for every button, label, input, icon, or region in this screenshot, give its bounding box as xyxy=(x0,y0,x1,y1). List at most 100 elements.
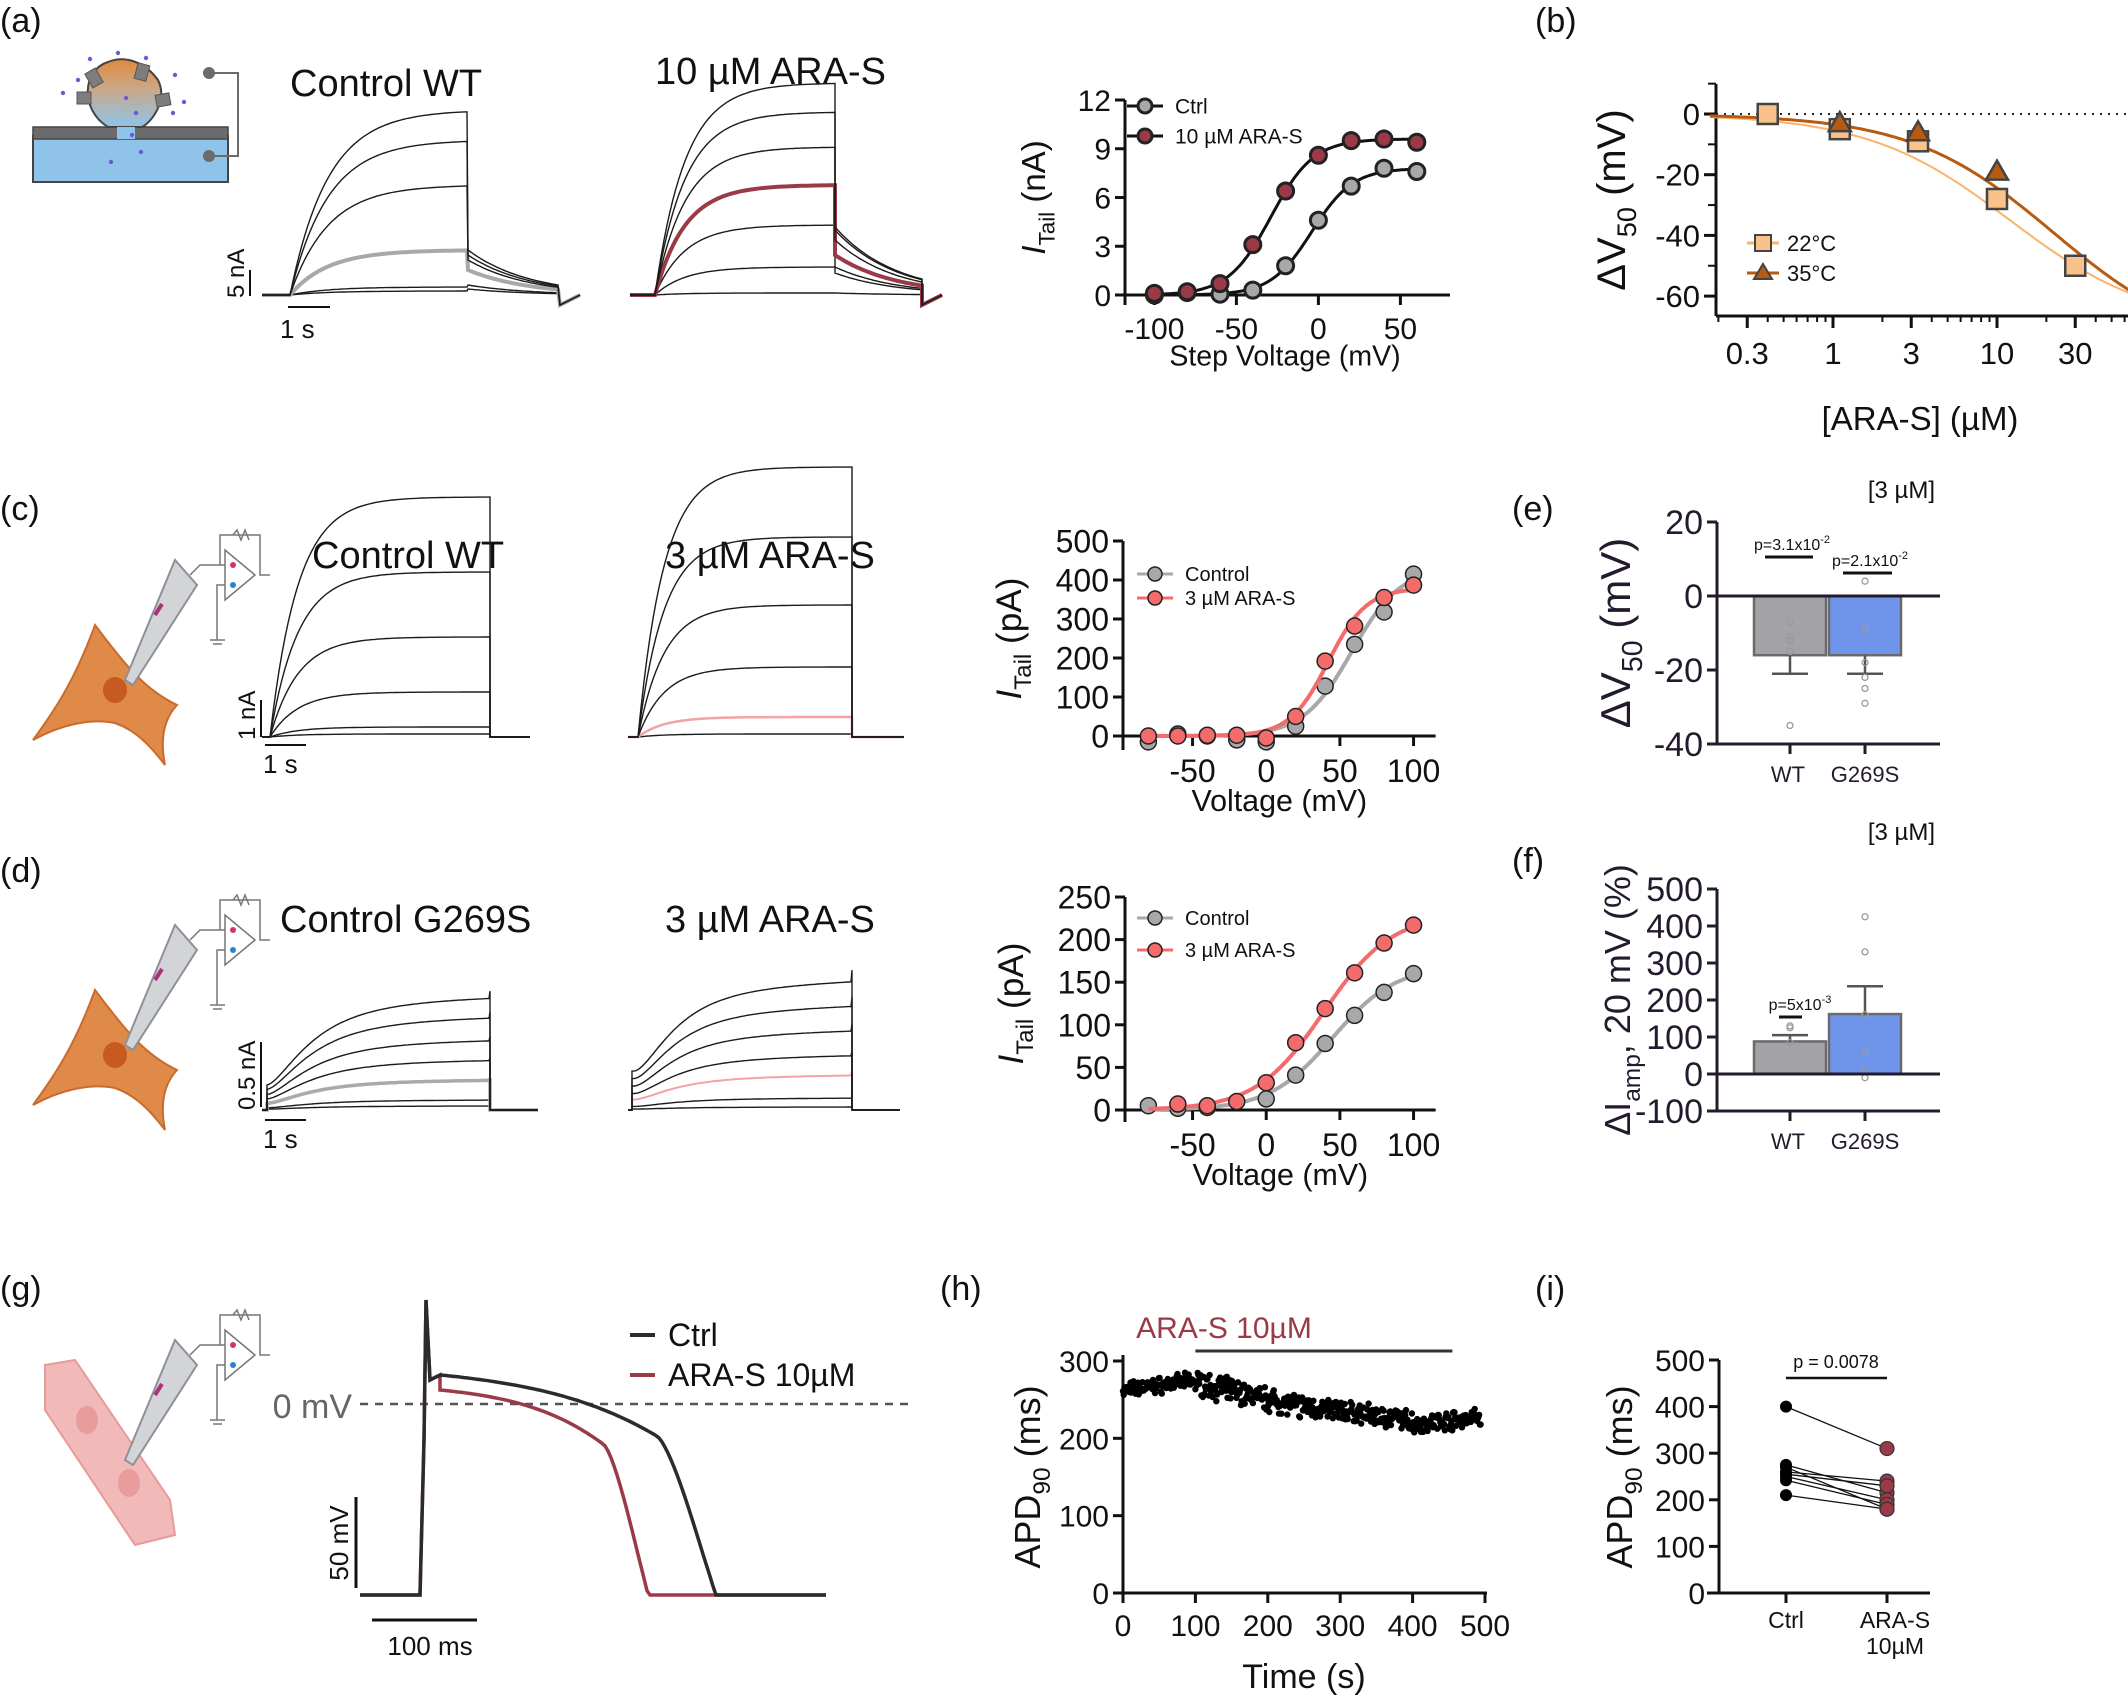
apd-data-point xyxy=(1196,1380,1203,1387)
x-tick-label: WT xyxy=(1771,762,1805,787)
x-tick-label: 30 xyxy=(2058,336,2092,371)
feedback-resistor-icon xyxy=(219,1314,270,1356)
x-tick-label: 10µM xyxy=(1866,1633,1924,1659)
x-tick-label: 0 xyxy=(1310,313,1327,346)
y-axis-label-sub: amp xyxy=(1619,1054,1646,1102)
apd-data-point xyxy=(1358,1420,1365,1427)
current-trace xyxy=(628,1023,900,1111)
y-tick-label: 9 xyxy=(1094,134,1111,167)
individual-point xyxy=(1861,913,1869,921)
x-tick-label: Ctrl xyxy=(1768,1607,1804,1633)
wire xyxy=(189,929,225,941)
data-point xyxy=(1257,1073,1275,1092)
panel-label-g: (g) xyxy=(0,1270,42,1308)
h-apd-timecourse-chart: 0 100 200 300 0 100 200 300 400 500 Time (s) APD90 … xyxy=(1007,1312,1510,1696)
current-trace xyxy=(630,266,943,307)
apd-data-point xyxy=(1120,1391,1127,1399)
data-point-square xyxy=(2063,254,2087,277)
apd-data-point xyxy=(1216,1374,1224,1381)
y-tick-label: 0 xyxy=(1684,1056,1703,1094)
data-point-triangle xyxy=(1904,118,1932,142)
ara-s-point xyxy=(1879,1478,1895,1494)
x-tick-label: 200 xyxy=(1243,1610,1293,1643)
current-trace xyxy=(630,82,943,307)
current-trace xyxy=(628,996,900,1111)
y-axis-label: ΔV50 (mV) xyxy=(1590,109,1642,290)
y-tick-label: -40 xyxy=(1655,218,1700,253)
electrode-wires xyxy=(203,67,239,162)
individual-point xyxy=(1861,1011,1869,1019)
a-left-title: Control WT xyxy=(290,63,482,105)
pair-line xyxy=(1785,1471,1888,1482)
y-tick-label: 100 xyxy=(1058,1007,1111,1043)
apd-data-point xyxy=(1451,1409,1458,1416)
data-point xyxy=(1404,916,1423,934)
data-point xyxy=(1286,1033,1305,1052)
d-drug-current-traces xyxy=(628,970,900,1111)
individual-point xyxy=(1861,658,1869,667)
data-point xyxy=(1139,1096,1158,1115)
electrode-wire-icon xyxy=(153,967,164,982)
data-point xyxy=(1407,132,1427,152)
highlighted-trace xyxy=(628,1072,900,1111)
data-point xyxy=(1345,635,1364,654)
legend-label: 3 µM ARA-S xyxy=(1185,940,1295,962)
b-dose-response-chart: 0 -20 -40 -60 0.3 1 3 10 30 [ARA-S] (µM) ΔV50 (mV)… xyxy=(1590,82,2128,437)
apd-data-point xyxy=(1249,1399,1257,1407)
individual-point xyxy=(1786,618,1794,626)
y-tick-label: 300 xyxy=(1646,945,1703,983)
y-axis-label: APD90 (ms) xyxy=(1599,1385,1648,1568)
legend-label: Ctrl xyxy=(1175,96,1208,119)
pair-line xyxy=(1785,1473,1888,1487)
x-tick-label: 3 xyxy=(1903,336,1920,371)
y-tick-label: 500 xyxy=(1655,1345,1705,1378)
data-point xyxy=(1341,176,1361,196)
apd-data-point xyxy=(1156,1374,1163,1382)
y-axis-label-main: I xyxy=(1015,246,1052,255)
y-tick-label: 0 xyxy=(1094,280,1111,313)
y-tick-label: 200 xyxy=(1646,982,1703,1020)
p-value-annotation: p = 0.0078 xyxy=(1793,1352,1879,1372)
y-axis-label-sub: Tail xyxy=(1012,1019,1039,1055)
current-trace xyxy=(262,140,581,307)
current-trace xyxy=(628,1050,900,1111)
minus-input-icon xyxy=(230,1342,236,1348)
data-point xyxy=(1308,145,1328,165)
y-tick-label: 150 xyxy=(1058,965,1111,1001)
data-point xyxy=(1169,727,1187,745)
x-tick-label: 500 xyxy=(1460,1610,1510,1643)
d-whole-cell-schematic xyxy=(32,892,270,1131)
y-axis-label-main: APD xyxy=(1599,1495,1640,1569)
current-trace xyxy=(630,292,943,307)
data-point xyxy=(1286,707,1305,726)
pair-line xyxy=(1785,1405,1888,1450)
legend-marker xyxy=(1136,127,1154,145)
x-tick-label: 0 xyxy=(1257,1127,1275,1163)
apd-data-point xyxy=(1261,1384,1269,1391)
data-point xyxy=(1243,280,1263,300)
legend-label: Ctrl xyxy=(668,1317,718,1353)
p-value-annotation: p=5x10-3 xyxy=(1769,994,1832,1014)
apd-data-point xyxy=(1151,1389,1159,1397)
c-control-current-traces xyxy=(262,496,530,738)
individual-point xyxy=(1861,699,1869,707)
d-right-title: 3 µM ARA-S xyxy=(665,899,875,941)
data-point xyxy=(1375,934,1393,952)
y-axis-label-unit: , 20 mV (%) xyxy=(1597,864,1638,1054)
current-trace xyxy=(262,733,530,738)
data-point xyxy=(1316,652,1334,670)
highlighted-trace xyxy=(262,248,581,309)
current-trace xyxy=(262,1011,538,1111)
x-tick-label: 50 xyxy=(1384,313,1417,346)
apd-data-point xyxy=(1227,1395,1234,1402)
apd-data-point xyxy=(1441,1427,1449,1434)
y-axis-label: APD90 (ms) xyxy=(1007,1385,1056,1568)
y-axis-label-main: ΔV xyxy=(1590,237,1634,291)
legend-marker xyxy=(1136,97,1154,115)
data-point xyxy=(1308,210,1328,230)
x-tick-label: -100 xyxy=(1124,313,1184,346)
data-point xyxy=(1375,588,1393,607)
y-tick-label: 3 xyxy=(1094,231,1111,264)
